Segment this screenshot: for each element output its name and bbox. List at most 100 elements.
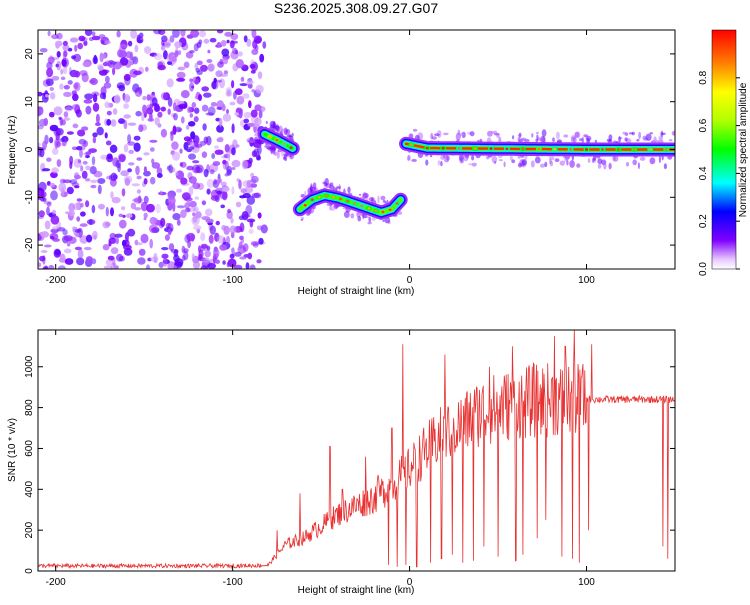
signal-halo bbox=[597, 163, 602, 169]
noise-blob bbox=[198, 39, 203, 45]
signal-knot-core bbox=[537, 147, 541, 151]
noise-blob bbox=[185, 51, 194, 59]
noise-blob bbox=[210, 102, 217, 107]
signal-halo bbox=[285, 130, 288, 133]
noise-blob bbox=[194, 196, 199, 200]
noise-blob bbox=[163, 50, 168, 60]
noise-blob bbox=[98, 34, 106, 39]
noise-blob bbox=[203, 38, 210, 44]
signal-knot-core bbox=[367, 207, 371, 210]
noise-blob bbox=[99, 92, 106, 100]
noise-blob bbox=[134, 207, 142, 211]
colorbar-gradient bbox=[711, 29, 737, 270]
noise-blob bbox=[38, 210, 45, 218]
noise-blob bbox=[192, 212, 196, 217]
signal-halo bbox=[548, 156, 555, 161]
noise-blob bbox=[39, 48, 48, 53]
noise-blob bbox=[46, 201, 52, 207]
noise-blob bbox=[246, 179, 252, 188]
noise-blob bbox=[135, 165, 140, 176]
noise-blob bbox=[77, 249, 84, 259]
noise-blob bbox=[63, 235, 73, 242]
noise-blob bbox=[39, 255, 46, 262]
noise-blob bbox=[51, 34, 59, 40]
noise-blob bbox=[47, 30, 51, 37]
noise-blob bbox=[51, 147, 59, 155]
noise-blob bbox=[143, 195, 149, 204]
noise-blob bbox=[101, 53, 107, 59]
noise-blob bbox=[206, 188, 211, 195]
signal-knot-core bbox=[441, 147, 445, 150]
noise-blob bbox=[115, 237, 119, 245]
noise-blob bbox=[233, 90, 237, 100]
noise-blob bbox=[190, 131, 196, 140]
noise-blob bbox=[176, 188, 183, 193]
chart-title: S236.2025.308.09.27.G07 bbox=[274, 0, 438, 16]
noise-blob bbox=[160, 106, 166, 112]
noise-blob bbox=[59, 253, 66, 263]
noise-blob bbox=[121, 188, 126, 197]
y-tick-label: -10 bbox=[24, 190, 35, 205]
noise-blob bbox=[52, 238, 60, 242]
noise-blob bbox=[74, 70, 81, 78]
noise-blob bbox=[83, 40, 88, 46]
noise-blob bbox=[118, 118, 125, 124]
signal-halo bbox=[511, 135, 515, 140]
noise-blob bbox=[67, 80, 73, 85]
noise-blob bbox=[136, 189, 141, 194]
noise-blob bbox=[257, 212, 262, 219]
signal-halo bbox=[358, 193, 362, 196]
noise-blob bbox=[49, 124, 59, 132]
signal-halo bbox=[286, 134, 291, 138]
signal-halo bbox=[444, 158, 449, 163]
signal-halo bbox=[638, 131, 641, 140]
noise-blob bbox=[135, 242, 143, 246]
noise-blob bbox=[50, 215, 60, 225]
noise-blob bbox=[40, 231, 50, 238]
noise-blob bbox=[181, 245, 186, 254]
noise-blob bbox=[218, 117, 223, 128]
noise-blob bbox=[211, 153, 216, 159]
noise-blob bbox=[133, 197, 143, 204]
signal-halo bbox=[511, 159, 516, 164]
noise-blob bbox=[226, 165, 233, 175]
noise-blob bbox=[198, 249, 204, 259]
noise-blob bbox=[248, 100, 252, 109]
noise-blob bbox=[97, 65, 104, 71]
noise-blob bbox=[133, 70, 142, 76]
noise-blob bbox=[147, 118, 155, 122]
noise-blob bbox=[128, 162, 135, 166]
noise-blob bbox=[231, 147, 236, 156]
noise-blob bbox=[238, 179, 242, 190]
signal-knot-core bbox=[310, 198, 314, 201]
noise-blob bbox=[192, 160, 200, 164]
signal-halo bbox=[624, 137, 628, 142]
noise-blob bbox=[153, 252, 158, 261]
noise-blob bbox=[92, 136, 97, 144]
noise-blob bbox=[241, 211, 249, 221]
colorbar: 0.0 0.2 0.4 0.6 0.8 Normalized spectral ampl… bbox=[698, 29, 749, 276]
colorbar-label: Normalized spectral amplitude bbox=[738, 82, 749, 217]
noise-blob bbox=[143, 152, 150, 156]
noise-blob bbox=[41, 168, 51, 172]
noise-blob bbox=[85, 234, 93, 243]
noise-blob bbox=[188, 153, 196, 160]
noise-blob bbox=[161, 35, 168, 43]
noise-blob bbox=[224, 31, 233, 37]
noise-blob bbox=[145, 66, 149, 72]
noise-blob bbox=[220, 40, 227, 47]
noise-blob bbox=[58, 116, 62, 120]
noise-blob bbox=[239, 195, 246, 199]
noise-blob bbox=[63, 111, 69, 118]
noise-blob bbox=[200, 64, 208, 72]
noise-blob bbox=[60, 76, 66, 81]
signal-halo bbox=[469, 131, 475, 137]
noise-blob bbox=[187, 106, 192, 114]
noise-blob bbox=[67, 242, 71, 247]
noise-blob bbox=[222, 186, 230, 192]
signal-knot-core bbox=[346, 200, 350, 203]
noise-blob bbox=[78, 35, 86, 42]
noise-blob bbox=[110, 191, 114, 199]
signal-halo bbox=[636, 138, 640, 142]
noise-blob bbox=[56, 32, 63, 40]
